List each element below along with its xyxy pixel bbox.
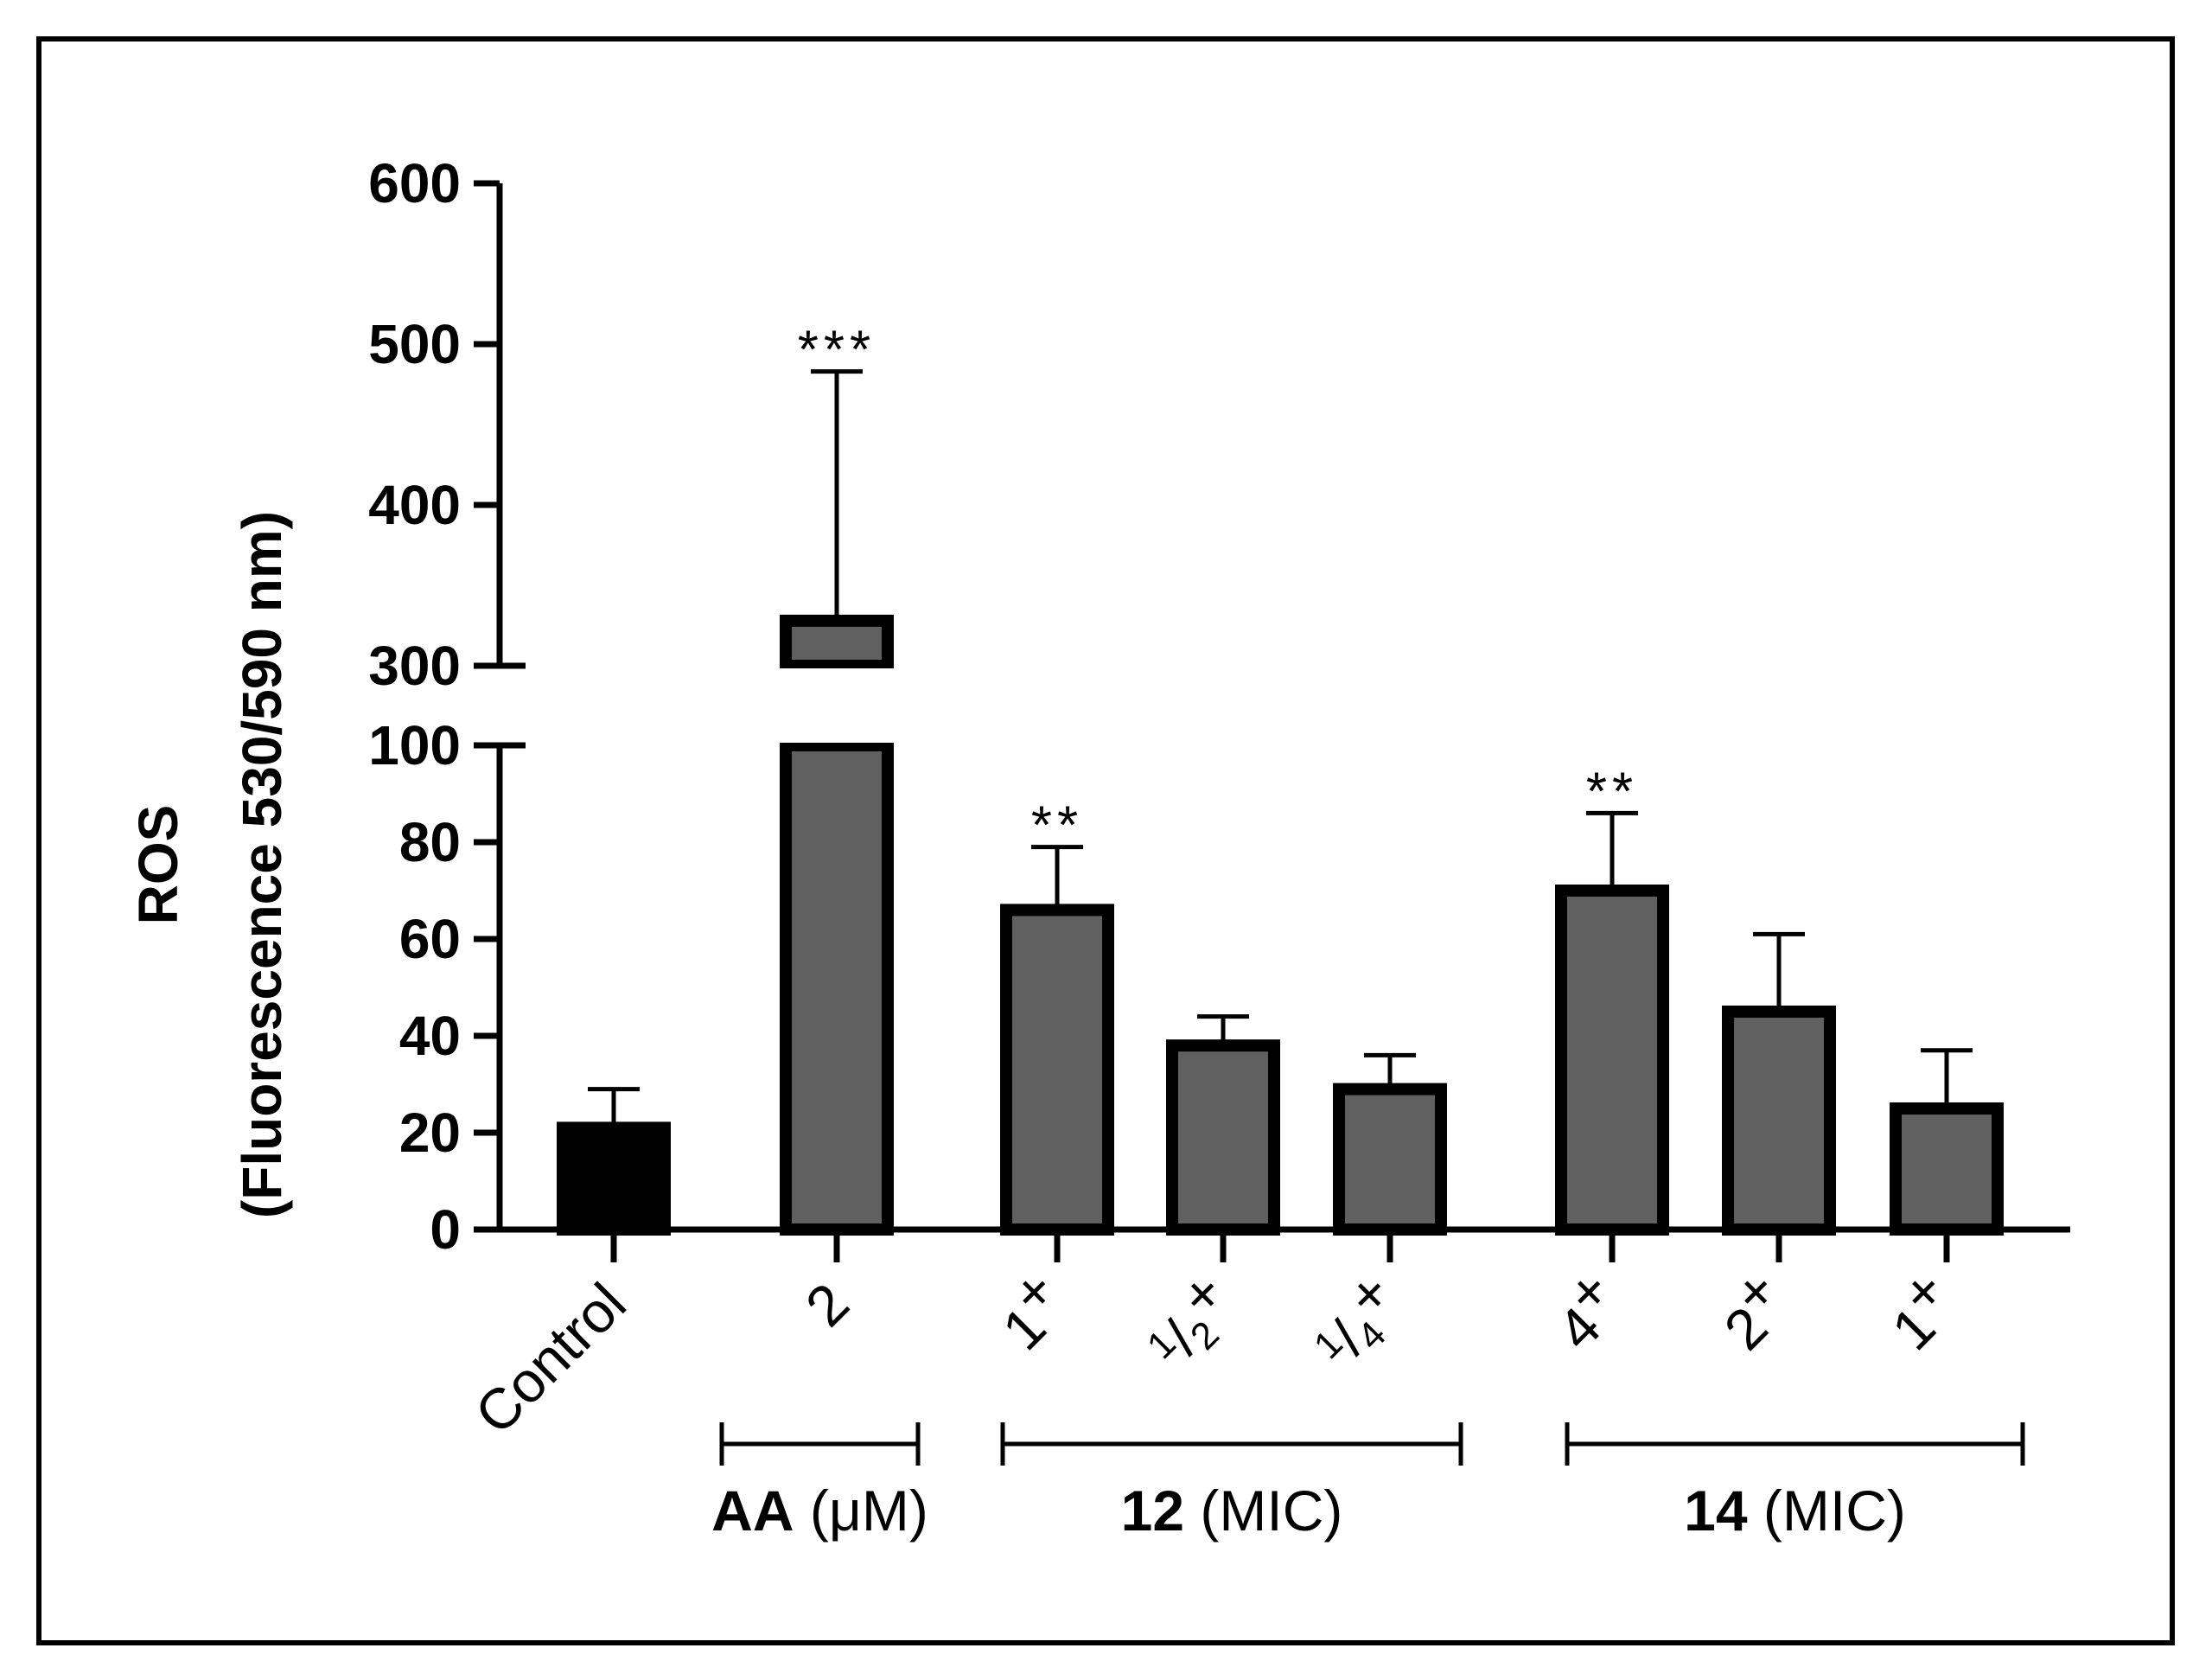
significance-label-5: ** <box>1586 762 1638 821</box>
significance-label-1: *** <box>798 321 876 380</box>
bar-0 <box>557 1121 671 1236</box>
y-lower-tick-label-60: 60 <box>399 908 461 970</box>
bar-1-upper <box>780 614 894 672</box>
bar-7 <box>1890 1102 2004 1236</box>
y-axis-sublabel: (Fluorescence 530/590 nm) <box>231 511 293 1218</box>
y-upper-tick-label-600: 600 <box>368 152 461 214</box>
y-axis-title: ROS <box>127 805 189 925</box>
y-upper-tick-label-300: 300 <box>368 635 461 697</box>
y-lower-tick-label-100: 100 <box>368 714 461 776</box>
y-axis-label: ROS <box>127 805 189 925</box>
bar-5 <box>1555 885 1669 1236</box>
bar-1-lower <box>780 739 894 1236</box>
significance-label-2: ** <box>1031 796 1083 856</box>
bars-layer: ******* <box>557 321 2004 1236</box>
y-lower-tick-label-40: 40 <box>399 1005 461 1067</box>
y-lower-tick-label-20: 20 <box>399 1102 461 1164</box>
y-axis-subtitle: (Fluorescence 530/590 nm) <box>231 511 293 1218</box>
bar-1-break-gap <box>777 668 896 743</box>
y-lower-tick-label-80: 80 <box>399 811 461 873</box>
bar-2 <box>1000 904 1114 1236</box>
bar-3 <box>1166 1039 1280 1236</box>
axes: 0 20 40 60 80 100 300 400 500 600 <box>368 152 2070 1262</box>
group-brackets: AA (μM) 12 (MIC) 14 (MIC) <box>711 1422 2025 1543</box>
group-label-2: 14 (MIC) <box>1684 1479 1906 1543</box>
group-label-1: 12 (MIC) <box>1121 1479 1343 1543</box>
y-upper-tick-label-400: 400 <box>368 474 461 536</box>
bar-6 <box>1722 1006 1836 1236</box>
y-upper-tick-label-500: 500 <box>368 313 461 375</box>
figure-frame <box>36 36 2175 1645</box>
y-lower-tick-label-0: 0 <box>430 1198 461 1261</box>
group-label-0: AA (μM) <box>711 1479 928 1543</box>
bar-4 <box>1333 1083 1447 1236</box>
